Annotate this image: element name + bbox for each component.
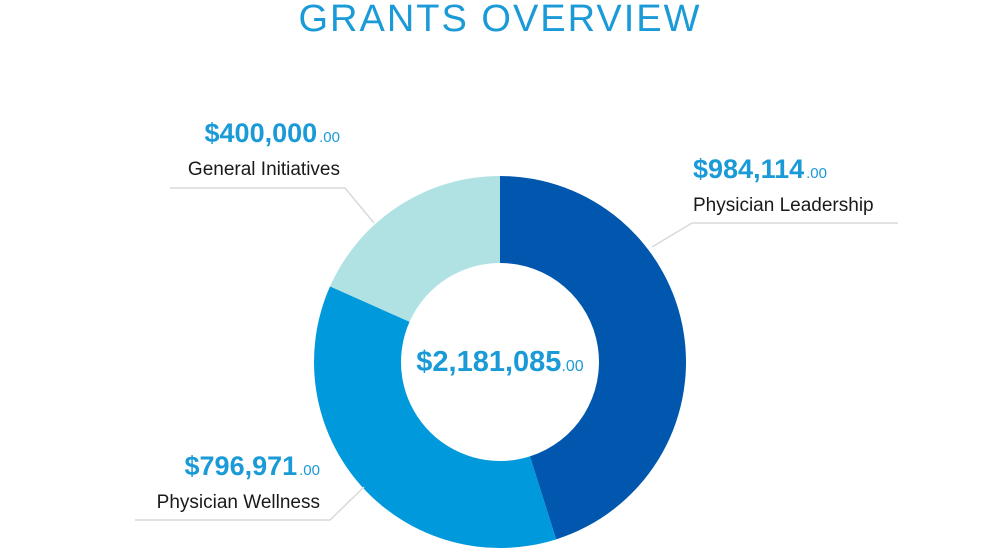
leader-line-general-initiatives (170, 187, 375, 224)
amount-main: $796,971 (185, 451, 298, 481)
leader-line-physician-wellness (135, 486, 365, 521)
slice-general-initiatives (330, 176, 500, 322)
total-amount-main: $2,181,085 (416, 346, 561, 378)
slice-physician-wellness (313, 286, 557, 548)
slice-label-physician-wellness: Physician Wellness (157, 492, 320, 513)
slice-label-general-initiatives: General Initiatives (188, 159, 340, 180)
amount-cents: .00 (319, 129, 340, 146)
total-amount-label: $2,181,085.00 (416, 346, 584, 378)
slice-amount-physician-leadership: $984,114.00 (693, 154, 827, 184)
slice-physician-leadership (500, 176, 686, 540)
amount-main: $984,114 (693, 154, 804, 184)
slice-label-physician-leadership: Physician Leadership (693, 195, 874, 216)
leader-line-physician-leadership (651, 222, 898, 248)
amount-cents: .00 (806, 165, 827, 182)
amount-cents: .00 (299, 462, 320, 479)
slice-amount-general-initiatives: $400,000.00 (205, 118, 340, 148)
total-amount-cents: .00 (561, 358, 583, 375)
slice-amount-physician-wellness: $796,971.00 (185, 451, 320, 481)
chart-title: GRANTS OVERVIEW (298, 0, 702, 40)
amount-main: $400,000 (205, 118, 318, 148)
